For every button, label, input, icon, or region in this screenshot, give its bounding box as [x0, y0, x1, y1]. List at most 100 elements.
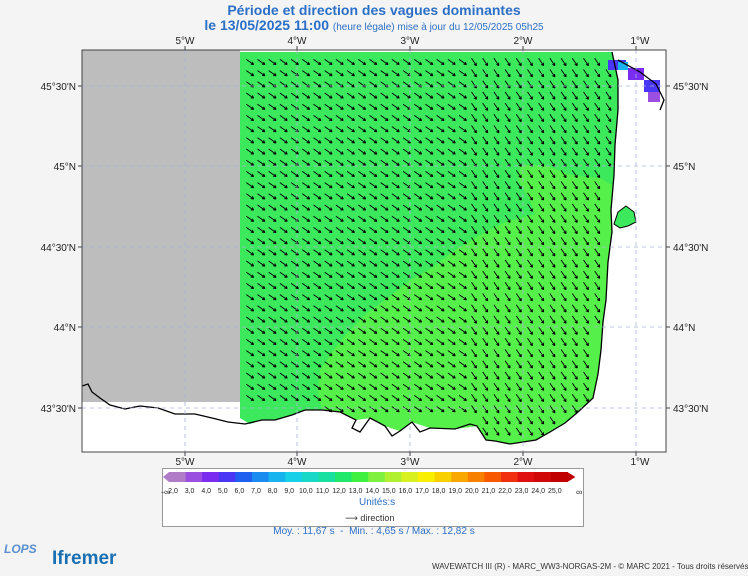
direction-arrow	[538, 360, 545, 369]
direction-arrow	[527, 214, 533, 223]
direction-arrow	[358, 383, 367, 390]
direction-arrow	[482, 69, 489, 78]
direction-arrow	[425, 372, 434, 379]
direction-arrow	[504, 270, 511, 279]
direction-arrow	[268, 115, 277, 122]
direction-arrow	[346, 159, 355, 166]
direction-arrow	[324, 70, 333, 77]
direction-arrow	[538, 338, 545, 347]
direction-arrow	[538, 192, 545, 201]
direction-arrow	[605, 69, 612, 78]
direction-arrow	[515, 214, 522, 223]
direction-arrow	[380, 305, 389, 312]
direction-arrow	[268, 249, 277, 256]
direction-arrow	[302, 137, 311, 144]
direction-arrow	[268, 182, 277, 189]
direction-arrow	[538, 102, 545, 111]
direction-arrow	[380, 350, 389, 357]
direction-arrow	[257, 126, 266, 133]
direction-arrow	[482, 270, 489, 279]
direction-arrow	[527, 58, 533, 67]
direction-arrow	[290, 193, 299, 200]
direction-arrow	[549, 248, 556, 257]
direction-arrow	[313, 260, 322, 267]
left-lat-label: 44°30'N	[41, 243, 76, 254]
direction-arrow	[268, 327, 277, 334]
direction-arrow	[246, 70, 255, 77]
direction-arrow	[346, 126, 355, 133]
direction-arrow	[549, 102, 556, 111]
direction-arrow	[380, 227, 389, 234]
direction-arrow	[504, 125, 511, 134]
direction-arrow	[335, 316, 344, 323]
direction-arrow	[447, 383, 456, 390]
direction-arrow	[594, 170, 601, 179]
direction-arrow	[279, 238, 288, 245]
direction-arrow	[346, 215, 355, 222]
direction-arrow	[346, 294, 355, 301]
direction-arrow	[493, 405, 500, 414]
direction-arrow	[458, 227, 467, 234]
direction-arrow	[458, 249, 467, 256]
direction-arrow	[290, 59, 299, 66]
direction-arrow	[414, 395, 423, 402]
direction-arrow	[583, 192, 589, 201]
legend-swatch	[169, 472, 187, 482]
legend-tick-label: 7,0	[251, 488, 261, 495]
direction-arrow	[538, 259, 545, 268]
direction-arrow	[279, 148, 288, 155]
direction-arrow	[504, 405, 511, 414]
direction-arrow	[324, 395, 333, 402]
direction-arrow	[302, 227, 311, 234]
direction-arrow	[335, 339, 344, 346]
direction-arrow	[571, 158, 578, 167]
left-lat-label: 45°N	[54, 162, 76, 173]
direction-arrow	[335, 115, 344, 122]
direction-arrow	[358, 372, 367, 379]
direction-arrow	[358, 406, 367, 413]
direction-arrow	[425, 126, 434, 133]
direction-arrow	[391, 294, 400, 301]
direction-arrow	[447, 406, 456, 413]
direction-arrow	[402, 115, 411, 122]
direction-arrow	[527, 248, 533, 257]
direction-arrow	[458, 215, 467, 222]
direction-arrow	[504, 170, 511, 179]
direction-arrow	[335, 137, 344, 144]
direction-arrow	[358, 271, 367, 278]
direction-arrow	[583, 293, 589, 302]
direction-arrow	[471, 91, 477, 100]
direction-arrow	[358, 260, 367, 267]
direction-arrow	[268, 59, 277, 66]
direction-arrow	[268, 193, 277, 200]
legend-swatch	[467, 472, 485, 482]
direction-arrow	[583, 360, 589, 369]
direction-arrow	[425, 148, 434, 155]
direction-arrow	[346, 81, 355, 88]
direction-arrow	[380, 148, 389, 155]
direction-arrow	[560, 270, 567, 279]
direction-arrow	[313, 92, 322, 99]
direction-arrow	[302, 92, 311, 99]
direction-arrow	[302, 148, 311, 155]
direction-arrow	[436, 372, 445, 379]
direction-arrow	[313, 227, 322, 234]
direction-arrow	[414, 316, 423, 323]
arcachon-basin	[613, 205, 637, 229]
right-lat-label: 45°30'N	[673, 82, 708, 93]
direction-arrow	[346, 115, 355, 122]
direction-arrow	[504, 214, 511, 223]
direction-arrow	[515, 125, 522, 134]
direction-arrow	[268, 316, 277, 323]
direction-arrow	[402, 283, 411, 290]
direction-arrow	[493, 338, 500, 347]
direction-arrow	[335, 182, 344, 189]
direction-arrow	[549, 125, 556, 134]
direction-arrow	[583, 248, 589, 257]
direction-arrow	[436, 361, 445, 368]
direction-arrow	[504, 91, 511, 100]
direction-arrow	[324, 171, 333, 178]
direction-arrow	[425, 70, 434, 77]
direction-arrow	[471, 315, 477, 324]
direction-arrow	[369, 148, 378, 155]
